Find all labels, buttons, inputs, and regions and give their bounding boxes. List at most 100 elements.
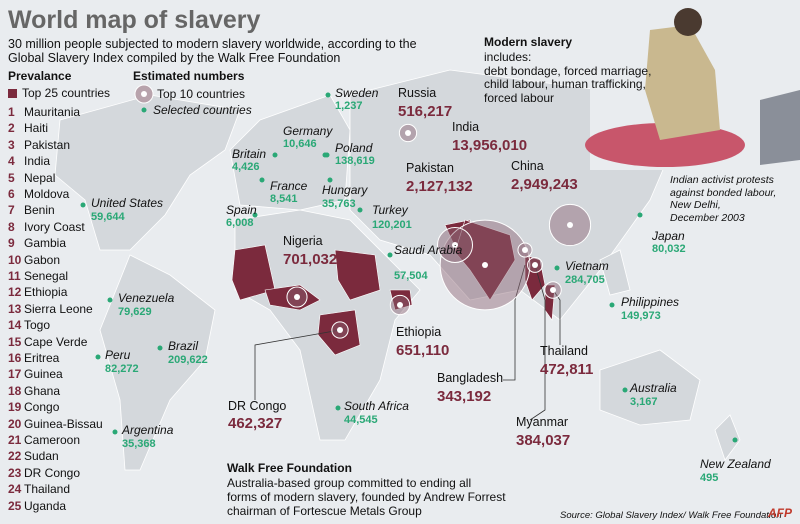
selected-value: 8,541 — [270, 193, 298, 205]
rank-country: Togo — [24, 318, 51, 333]
selected-country: Philippines — [621, 295, 680, 309]
selected-value: 284,705 — [565, 274, 605, 286]
rank-country: Cape Verde — [24, 334, 88, 349]
selected-country: Spain — [226, 203, 257, 217]
selected-country: Vietnam — [565, 259, 609, 273]
top10-country: Russia — [398, 86, 437, 100]
modern-slavery-line: includes: — [484, 50, 532, 64]
selected-country: New Zealand — [700, 457, 771, 471]
selected-country: Germany — [283, 124, 333, 138]
rank-country: Guinea — [24, 367, 63, 382]
selected-country: Turkey — [372, 203, 408, 217]
top10-value: 2,127,132 — [406, 178, 473, 195]
selected-dot — [609, 302, 615, 308]
selected-country: Poland — [335, 141, 373, 155]
rank-country: Moldova — [24, 187, 70, 201]
selected-dot — [325, 92, 331, 98]
selected-country: Saudi Arabia — [394, 243, 463, 257]
selected-dot — [357, 207, 363, 213]
selected-dot — [252, 212, 258, 218]
rank-country: Nepal — [24, 170, 56, 185]
top25-legend: Top 25 countries — [22, 86, 111, 100]
rank-country: Senegal — [24, 269, 69, 283]
rank-country: Gambia — [24, 236, 67, 251]
top10-value: 651,110 — [396, 342, 450, 359]
selected-country: South Africa — [344, 399, 409, 413]
selected-country: Argentina — [122, 423, 174, 437]
rank-country: Uganda — [24, 498, 67, 513]
selected-legend: Selected countries — [153, 103, 252, 117]
bubble-center — [337, 327, 343, 333]
selected-dot — [112, 429, 118, 435]
selected-country: Brazil — [168, 339, 199, 353]
selected-dot — [272, 152, 278, 158]
rank-number: 22 — [8, 449, 22, 464]
rank-number: 1 — [8, 105, 15, 119]
rank-number: 12 — [8, 285, 22, 300]
top10-value: 516,217 — [398, 103, 453, 120]
rank-country: Ethiopia — [24, 285, 68, 300]
rank-country: India — [24, 154, 51, 169]
selected-country: France — [270, 179, 308, 193]
rank-country: Gabon — [24, 252, 61, 267]
rank-number: 9 — [8, 236, 15, 251]
foundation-line: forms of modern slavery, founded by Andr… — [227, 490, 506, 504]
selected-dot — [732, 437, 738, 443]
selected-dot — [387, 252, 393, 258]
selected-country: Sweden — [335, 86, 379, 100]
rank-number: 23 — [8, 465, 22, 480]
selected-country: Hungary — [322, 183, 368, 197]
selected-value: 3,167 — [630, 396, 658, 408]
subtitle-line: 30 million people subjected to modern sl… — [8, 37, 417, 51]
modern-slavery-line: debt bondage, forced marriage, — [484, 63, 652, 78]
selected-value: 149,973 — [621, 310, 661, 322]
rank-number: 25 — [8, 498, 22, 513]
rank-number: 14 — [8, 318, 22, 333]
logo: AFP — [768, 506, 792, 520]
top10-country: India — [452, 120, 480, 134]
bubble-center — [294, 294, 300, 300]
top10-value: 13,956,010 — [452, 137, 528, 154]
selected-dot — [327, 177, 333, 183]
selected-value: 138,619 — [335, 155, 375, 167]
selected-value: 59,644 — [91, 211, 125, 223]
rank-country: Sierra Leone — [24, 301, 93, 316]
rank-number: 4 — [8, 154, 15, 169]
selected-dot — [335, 405, 341, 411]
bubble-center — [532, 262, 538, 268]
rank-country: Ghana — [24, 383, 61, 398]
land — [54, 69, 741, 471]
bubble-center — [522, 247, 528, 253]
rank-country: Thailand — [24, 482, 71, 497]
rank-number: 5 — [8, 170, 15, 185]
selected-value: 1,237 — [335, 100, 363, 112]
rank-country: Cameroon — [24, 433, 81, 447]
rank-country: Guinea-Bissau — [24, 416, 103, 431]
estimates-heading: Estimated numbers — [133, 69, 245, 83]
rank-number: 20 — [8, 416, 22, 431]
rank-number: 18 — [8, 383, 22, 398]
selected-value: 6,008 — [226, 217, 254, 229]
top-25-countries — [231, 219, 556, 356]
rank-number: 10 — [8, 252, 22, 267]
bubble-center — [567, 222, 573, 228]
selected-value: 4,426 — [232, 161, 260, 173]
bubble-center — [405, 130, 411, 136]
rank-country: Congo — [24, 400, 60, 415]
rank-number: 11 — [8, 269, 21, 283]
selected-value: 82,272 — [105, 363, 139, 375]
caption-line: New Delhi, — [670, 199, 721, 211]
bubble-center — [482, 262, 488, 268]
top10-country: Ethiopia — [396, 325, 442, 339]
top10-value: 472,811 — [540, 361, 594, 378]
modern-slavery-heading: Modern slavery — [484, 35, 573, 49]
selected-dot — [80, 202, 86, 208]
rank-number: 7 — [8, 203, 15, 218]
selected-value: 10,646 — [283, 138, 317, 150]
rank-country: Haiti — [24, 121, 49, 136]
selected-value: 209,622 — [168, 354, 208, 366]
selected-value: 79,629 — [118, 306, 152, 318]
caption-line: December 2003 — [670, 211, 745, 224]
